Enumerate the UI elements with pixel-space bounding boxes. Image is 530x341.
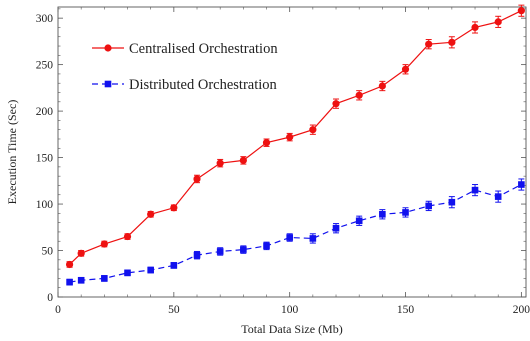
x-axis-ticks: 0 50 100 150 200 — [55, 7, 530, 316]
data-point — [77, 249, 85, 257]
data-point — [332, 100, 340, 108]
data-point — [355, 217, 363, 225]
data-point — [378, 82, 386, 90]
data-point — [147, 210, 155, 218]
data-point — [518, 181, 525, 188]
data-point — [448, 38, 456, 46]
x-tick-label: 200 — [513, 304, 530, 316]
data-point — [286, 234, 293, 241]
data-point — [286, 133, 294, 141]
data-point — [100, 240, 108, 248]
data-point — [77, 276, 85, 284]
data-point — [65, 260, 74, 269]
data-point — [216, 159, 224, 167]
data-point — [425, 202, 432, 210]
y-tick-label: 200 — [36, 106, 54, 118]
data-point — [355, 91, 363, 99]
data-point — [401, 65, 410, 73]
data-point — [216, 248, 224, 255]
legend: Centralised Orchestration Distributed Orc… — [92, 41, 278, 93]
y-tick-label: 300 — [36, 13, 54, 25]
data-point — [309, 126, 317, 134]
data-point — [379, 210, 386, 218]
x-tick-label: 100 — [281, 304, 299, 316]
data-point — [170, 204, 178, 212]
y-tick-label: 50 — [42, 246, 54, 258]
data-point — [239, 156, 247, 164]
plot-border — [57, 6, 527, 298]
y-tick-label: 0 — [47, 292, 53, 304]
data-point — [66, 278, 73, 286]
legend-item: Centralised Orchestration — [92, 41, 278, 57]
legend-label: Distributed Orchestration — [129, 77, 278, 93]
x-tick-label: 0 — [55, 304, 61, 316]
legend-item: Distributed Orchestration — [92, 77, 278, 93]
series-centralised — [65, 4, 525, 269]
data-point — [101, 275, 108, 282]
y-axis-ticks: 0 50 100 150 200 250 300 — [36, 8, 526, 304]
data-point — [170, 262, 178, 269]
data-point — [262, 139, 271, 147]
x-axis-title: Total Data Size (Mb) — [241, 322, 342, 336]
y-axis-title: Execution Time (Sec) — [5, 100, 19, 205]
x-tick-label: 50 — [168, 304, 180, 316]
legend-label: Centralised Orchestration — [129, 41, 278, 57]
data-point — [471, 186, 479, 194]
data-point — [123, 232, 132, 241]
x-tick-label: 150 — [397, 304, 415, 316]
legend-marker — [104, 44, 112, 52]
data-point — [425, 40, 433, 48]
data-point — [332, 224, 340, 232]
data-point — [309, 235, 317, 242]
data-point — [193, 251, 201, 259]
data-point — [124, 269, 131, 277]
data-point — [263, 242, 270, 250]
plot-frame — [57, 6, 527, 298]
data-point — [494, 18, 502, 26]
y-tick-label: 100 — [36, 199, 54, 211]
legend-marker — [104, 80, 112, 88]
series-layer — [65, 4, 525, 286]
series-distributed — [66, 178, 525, 286]
data-point — [471, 23, 479, 32]
data-point — [517, 7, 525, 15]
data-point — [448, 198, 456, 206]
y-tick-label: 250 — [36, 60, 54, 72]
data-point — [402, 209, 409, 216]
data-point — [147, 266, 154, 274]
data-point — [193, 175, 201, 183]
y-tick-label: 150 — [36, 153, 54, 165]
data-point — [494, 193, 502, 200]
data-point — [240, 246, 247, 253]
